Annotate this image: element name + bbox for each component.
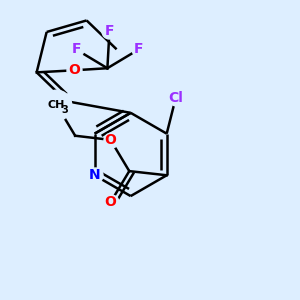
- Text: O: O: [105, 195, 116, 209]
- Text: Cl: Cl: [168, 91, 183, 105]
- Text: CH: CH: [48, 100, 65, 110]
- Text: 3: 3: [61, 105, 68, 115]
- Text: O: O: [105, 133, 116, 147]
- Text: F: F: [105, 24, 114, 38]
- Text: F: F: [71, 43, 81, 56]
- Text: F: F: [134, 43, 143, 56]
- Text: O: O: [68, 63, 80, 77]
- Text: N: N: [89, 168, 100, 182]
